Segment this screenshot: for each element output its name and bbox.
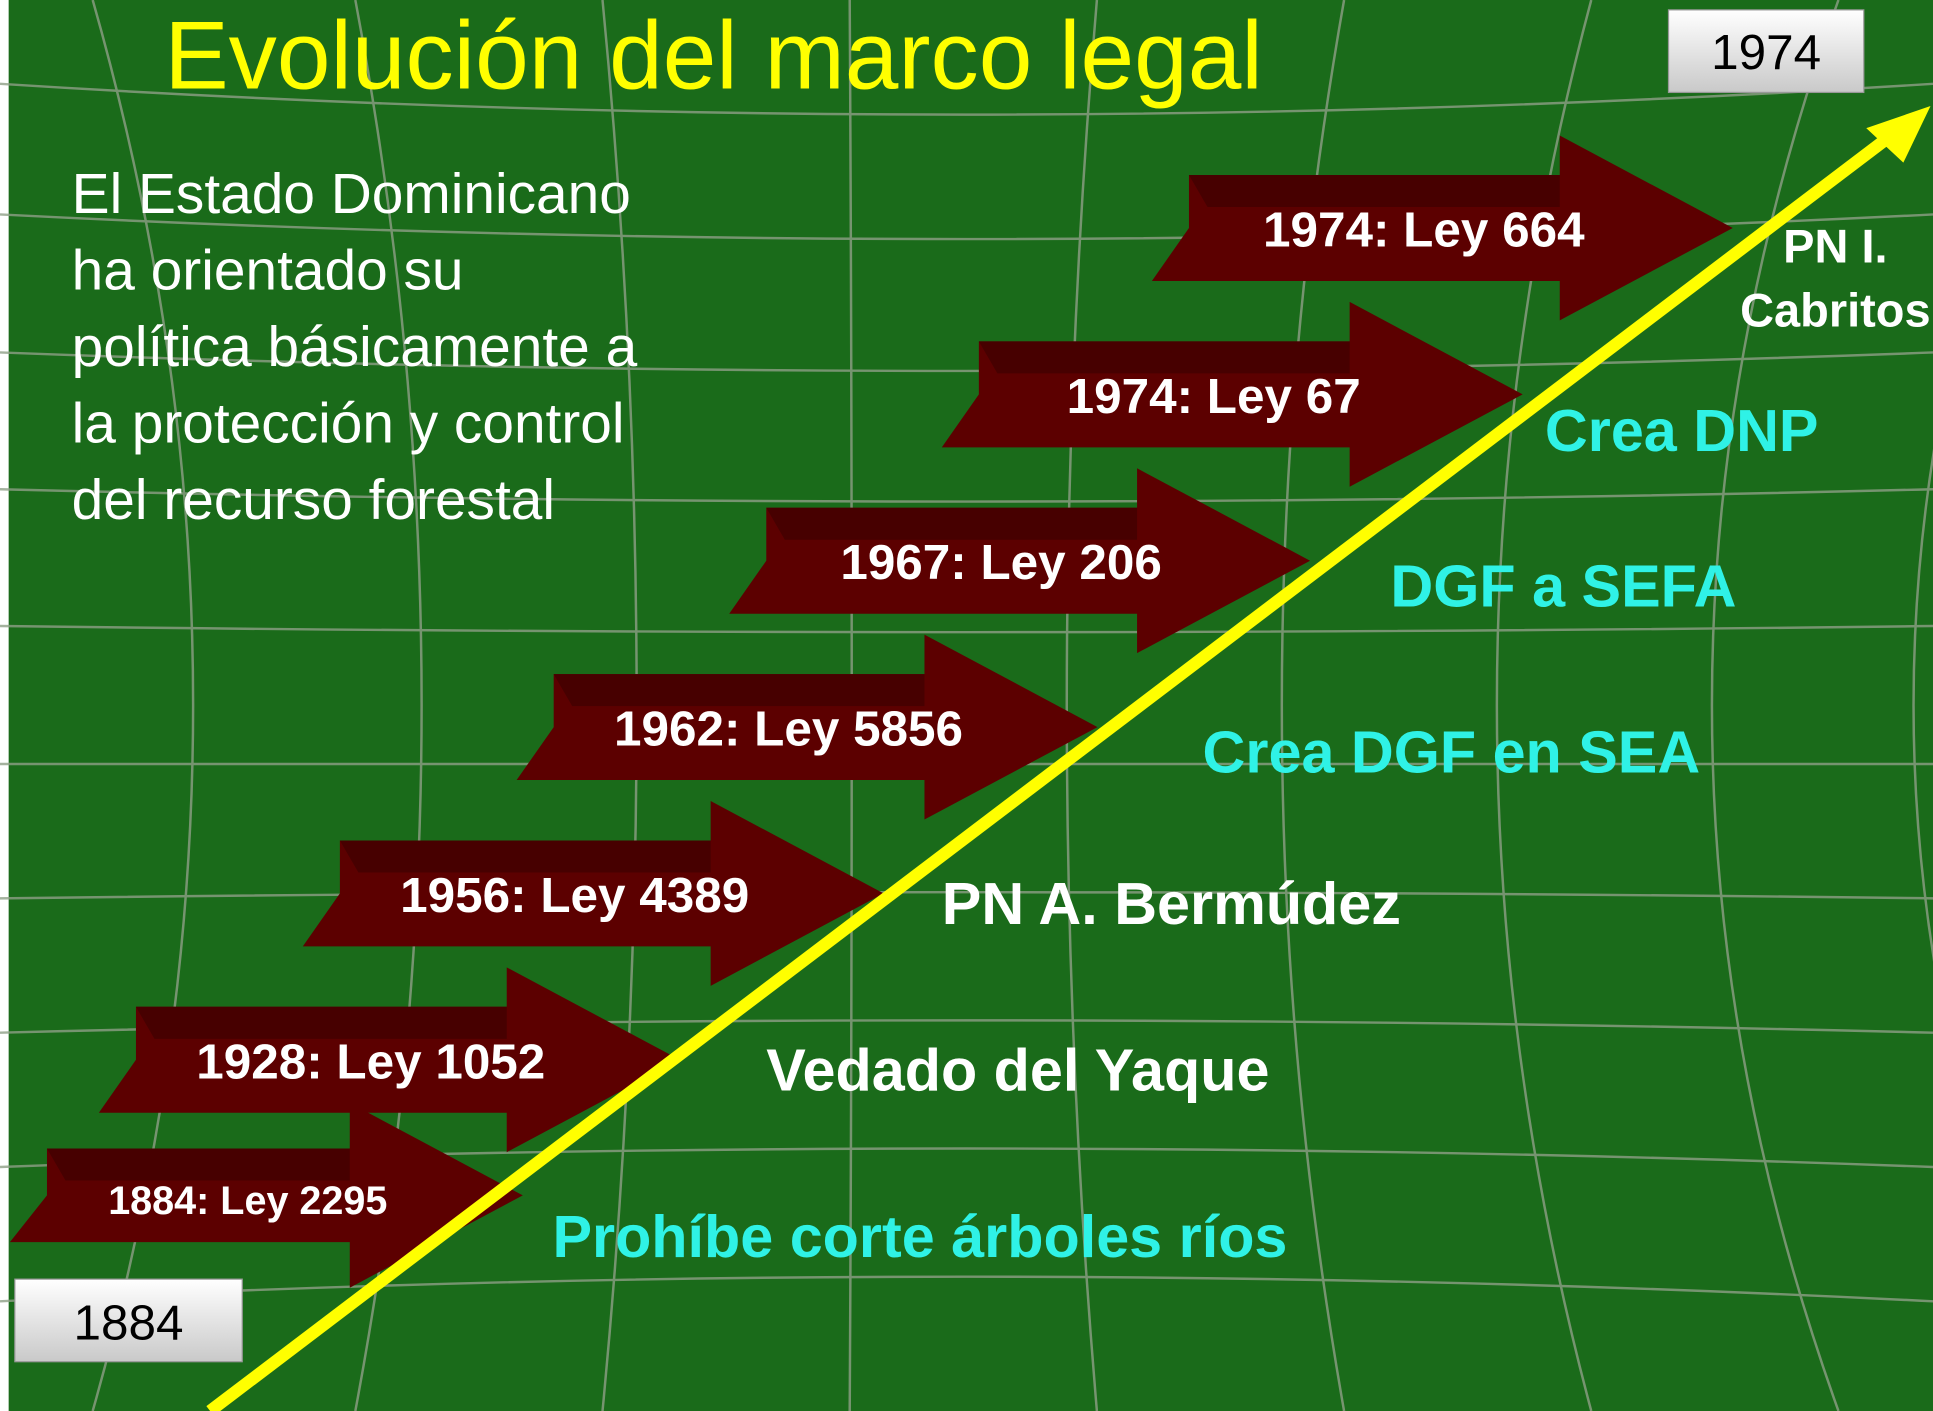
law-note: Vedado del Yaque [766,1037,1269,1104]
arrow-shade [553,674,925,707]
trend-arrowhead [1866,105,1931,163]
intro-line: la protección y control [72,392,625,455]
trend-arrow [206,130,1895,1411]
arrow-shade [766,507,1138,540]
law-note: DGF a SEFA [1390,552,1736,619]
law-label: 1884: Ley 2295 [108,1179,387,1223]
grid-line [0,487,1933,503]
grid-line [1065,0,1099,1411]
intro-text: El Estado Dominicano ha orientado su polít… [72,163,638,532]
arrow-shade [339,840,711,873]
intro-line: política básicamente a [72,316,638,379]
grid-line [0,1275,1933,1303]
intro-line: del recurso forestal [72,469,555,532]
law-label: 1967: Ley 206 [840,535,1162,590]
grid-line [1912,449,1933,962]
start-year-box [14,1278,243,1363]
grid-line [0,890,1933,900]
grid-line [0,624,1933,634]
left-edge [0,0,9,1411]
law-note: Prohíbe corte árboles ríos [552,1203,1287,1270]
grid-line [0,351,1933,373]
law-label: 1928: Ley 1052 [196,1034,545,1089]
arrow-shade [1188,174,1560,208]
law-label: 1974: Ley 67 [1067,369,1361,424]
law-label: 1956: Ley 4389 [400,868,749,923]
law-note: Crea DNP [1545,397,1819,464]
notes: Prohíbe corte árboles ríos Vedado del Yaq… [552,221,1930,1270]
intro-line: El Estado Dominicano [72,163,631,226]
title: Evolución del marco legal [164,3,1262,110]
law-note: PN I. [1783,221,1887,273]
start-year: 1884 [74,1296,184,1351]
arrow-shade [135,1006,507,1039]
arrow-shade [46,1148,350,1181]
law-note: Crea DGF en SEA [1203,719,1701,786]
law-note: Cabritos [1740,285,1930,337]
arrow-shade [978,341,1350,374]
law-label: 1962: Ley 5856 [614,702,963,757]
law-label: 1974: Ley 664 [1263,203,1585,258]
timeline: 1884: Ley 2295 1928: Ley 1052 1956: Ley 43… [9,135,1733,1288]
end-year: 1974 [1711,25,1821,80]
intro-line: ha orientado su [72,240,464,303]
grid-line [1710,0,1840,1411]
grid-line [0,82,1933,116]
end-year-box [1667,9,1865,94]
law-note: PN A. Bermúdez [942,870,1401,937]
